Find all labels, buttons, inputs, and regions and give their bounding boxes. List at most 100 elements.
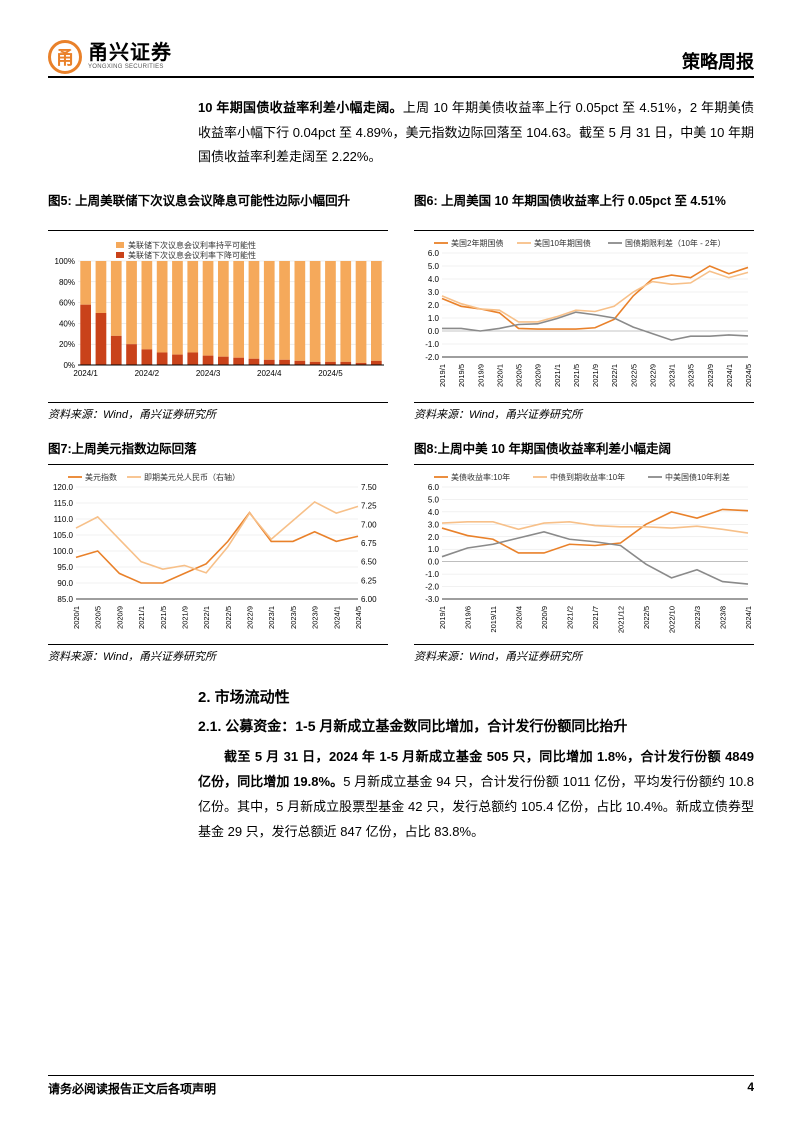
section-2-1-para: 截至 5 月 31 日，2024 年 1-5 月新成立基金 505 只，同比增加…: [198, 745, 754, 844]
svg-text:2022/1: 2022/1: [202, 606, 211, 629]
svg-text:6.0: 6.0: [428, 483, 440, 492]
svg-text:4.0: 4.0: [428, 508, 440, 517]
svg-text:2024/2: 2024/2: [135, 369, 160, 378]
chart-8-source: 资料来源：Wind，甬兴证券研究所: [414, 648, 754, 664]
svg-text:2023/9: 2023/9: [311, 606, 320, 629]
svg-text:2019/9: 2019/9: [476, 364, 485, 387]
chart-5-svg: 美联储下次议息会议利率持平可能性美联储下次议息会议利率下降可能性0%20%40%…: [48, 235, 388, 395]
svg-text:-1.0: -1.0: [425, 340, 439, 349]
svg-text:2023/5: 2023/5: [687, 364, 696, 387]
svg-text:85.0: 85.0: [57, 595, 73, 604]
svg-text:0.0: 0.0: [428, 327, 440, 336]
logo-en: YONGXING SECURITIES: [88, 64, 172, 70]
svg-text:20%: 20%: [59, 340, 75, 349]
svg-text:-3.0: -3.0: [425, 595, 439, 604]
svg-text:2021/7: 2021/7: [591, 606, 600, 629]
svg-text:7.50: 7.50: [361, 483, 377, 492]
svg-text:2019/1: 2019/1: [438, 606, 447, 629]
svg-text:2022/5: 2022/5: [629, 364, 638, 387]
svg-text:美债收益率:10年: 美债收益率:10年: [451, 472, 510, 482]
svg-text:3.0: 3.0: [428, 288, 440, 297]
svg-text:6.00: 6.00: [361, 595, 377, 604]
logo-icon: 甬: [48, 40, 82, 74]
svg-text:2022/9: 2022/9: [648, 364, 657, 387]
svg-text:2022/5: 2022/5: [642, 606, 651, 629]
svg-text:2021/1: 2021/1: [553, 364, 562, 387]
svg-text:2023/1: 2023/1: [267, 606, 276, 629]
chart-7-svg: 美元指数即期美元兑人民币（右轴）85.090.095.0100.0105.011…: [48, 469, 388, 637]
svg-text:2024/1: 2024/1: [73, 369, 98, 378]
chart-7: 图7:上周美元指数边际回落 美元指数即期美元兑人民币（右轴）85.090.095…: [48, 440, 388, 676]
svg-text:2023/8: 2023/8: [719, 606, 728, 629]
page-footer: 请务必阅读报告正文后各项声明 4: [48, 1075, 754, 1097]
svg-text:5.0: 5.0: [428, 262, 440, 271]
report-type: 策略周报: [682, 48, 754, 74]
chart-5-title: 图5: 上周美联储下次议息会议降息可能性边际小幅回升: [48, 192, 388, 226]
svg-text:6.25: 6.25: [361, 576, 377, 585]
svg-text:2.0: 2.0: [428, 533, 440, 542]
chart-8-title: 图8:上周中美 10 年期国债收益率利差小幅走阔: [414, 440, 754, 460]
svg-text:2020/9: 2020/9: [540, 606, 549, 629]
svg-text:美国10年期国债: 美国10年期国债: [534, 238, 591, 248]
svg-text:0.0: 0.0: [428, 558, 440, 567]
svg-text:2024/5: 2024/5: [744, 364, 753, 387]
svg-text:100%: 100%: [55, 257, 75, 266]
svg-text:7.25: 7.25: [361, 502, 377, 511]
svg-text:2020/4: 2020/4: [515, 606, 524, 629]
svg-text:2019/1: 2019/1: [438, 364, 447, 387]
svg-text:5.0: 5.0: [428, 496, 440, 505]
svg-text:95.0: 95.0: [57, 563, 73, 572]
svg-text:美国2年期国债: 美国2年期国债: [451, 238, 503, 248]
svg-text:60%: 60%: [59, 299, 75, 308]
svg-text:中美国债10年利差: 中美国债10年利差: [665, 472, 730, 482]
svg-text:3.0: 3.0: [428, 520, 440, 529]
svg-text:2019/11: 2019/11: [489, 606, 498, 633]
svg-text:6.50: 6.50: [361, 558, 377, 567]
svg-text:2020/5: 2020/5: [515, 364, 524, 387]
chart-6-source: 资料来源：Wind，甬兴证券研究所: [414, 406, 754, 422]
svg-text:80%: 80%: [59, 278, 75, 287]
svg-text:120.0: 120.0: [53, 483, 74, 492]
svg-text:100.0: 100.0: [53, 547, 74, 556]
svg-text:中债到期收益率:10年: 中债到期收益率:10年: [550, 472, 625, 482]
chart-5: 图5: 上周美联储下次议息会议降息可能性边际小幅回升 美联储下次议息会议利率持平…: [48, 192, 388, 434]
footer-disclaimer: 请务必阅读报告正文后各项声明: [48, 1080, 216, 1097]
svg-text:2021/12: 2021/12: [617, 606, 626, 633]
chart-6: 图6: 上周美国 10 年期国债收益率上行 0.05pct 至 4.51% 美国…: [414, 192, 754, 434]
svg-text:2024/5: 2024/5: [354, 606, 363, 629]
svg-text:2022/10: 2022/10: [668, 606, 677, 633]
svg-text:6.75: 6.75: [361, 539, 377, 548]
svg-text:1.0: 1.0: [428, 545, 440, 554]
chart-5-source: 资料来源：Wind，甬兴证券研究所: [48, 406, 388, 422]
svg-text:2021/2: 2021/2: [566, 606, 575, 629]
svg-text:美元指数: 美元指数: [85, 472, 117, 482]
chart-8-svg: 美债收益率:10年 中债到期收益率:10年 中美国债10年利差 -3.0 -2.0 -1.…: [414, 469, 754, 637]
chart-8: 图8:上周中美 10 年期国债收益率利差小幅走阔 美债收益率:10年 中债到期收益…: [414, 440, 754, 676]
svg-text:2.0: 2.0: [428, 301, 440, 310]
svg-text:4.0: 4.0: [428, 275, 440, 284]
svg-text:-1.0: -1.0: [425, 570, 439, 579]
chart-6-title: 图6: 上周美国 10 年期国债收益率上行 0.05pct 至 4.51%: [414, 192, 754, 226]
svg-text:2021/5: 2021/5: [159, 606, 168, 629]
section-2-1-title: 2.1. 公募资金：1-5 月新成立基金数同比增加，合计发行份额同比抬升: [198, 715, 754, 737]
svg-text:2020/5: 2020/5: [94, 606, 103, 629]
svg-text:2021/9: 2021/9: [591, 364, 600, 387]
logo-cn: 甬兴证券: [88, 43, 172, 64]
chart-7-title: 图7:上周美元指数边际回落: [48, 440, 388, 460]
svg-text:2024/1: 2024/1: [332, 606, 341, 629]
svg-text:2022/1: 2022/1: [610, 364, 619, 387]
svg-text:2021/1: 2021/1: [137, 606, 146, 629]
svg-text:110.0: 110.0: [54, 515, 74, 524]
svg-text:-2.0: -2.0: [425, 353, 439, 362]
svg-text:2024/1: 2024/1: [725, 364, 734, 387]
svg-text:2023/9: 2023/9: [706, 364, 715, 387]
svg-text:美联储下次议息会议利率持平可能性: 美联储下次议息会议利率持平可能性: [128, 240, 256, 250]
svg-text:2024/5: 2024/5: [318, 369, 343, 378]
svg-text:105.0: 105.0: [53, 531, 74, 540]
svg-text:90.0: 90.0: [57, 579, 73, 588]
svg-text:2021/9: 2021/9: [180, 606, 189, 629]
svg-text:-2.0: -2.0: [425, 583, 439, 592]
svg-text:40%: 40%: [59, 319, 75, 328]
svg-text:1.0: 1.0: [428, 314, 440, 323]
svg-text:2022/5: 2022/5: [224, 606, 233, 629]
